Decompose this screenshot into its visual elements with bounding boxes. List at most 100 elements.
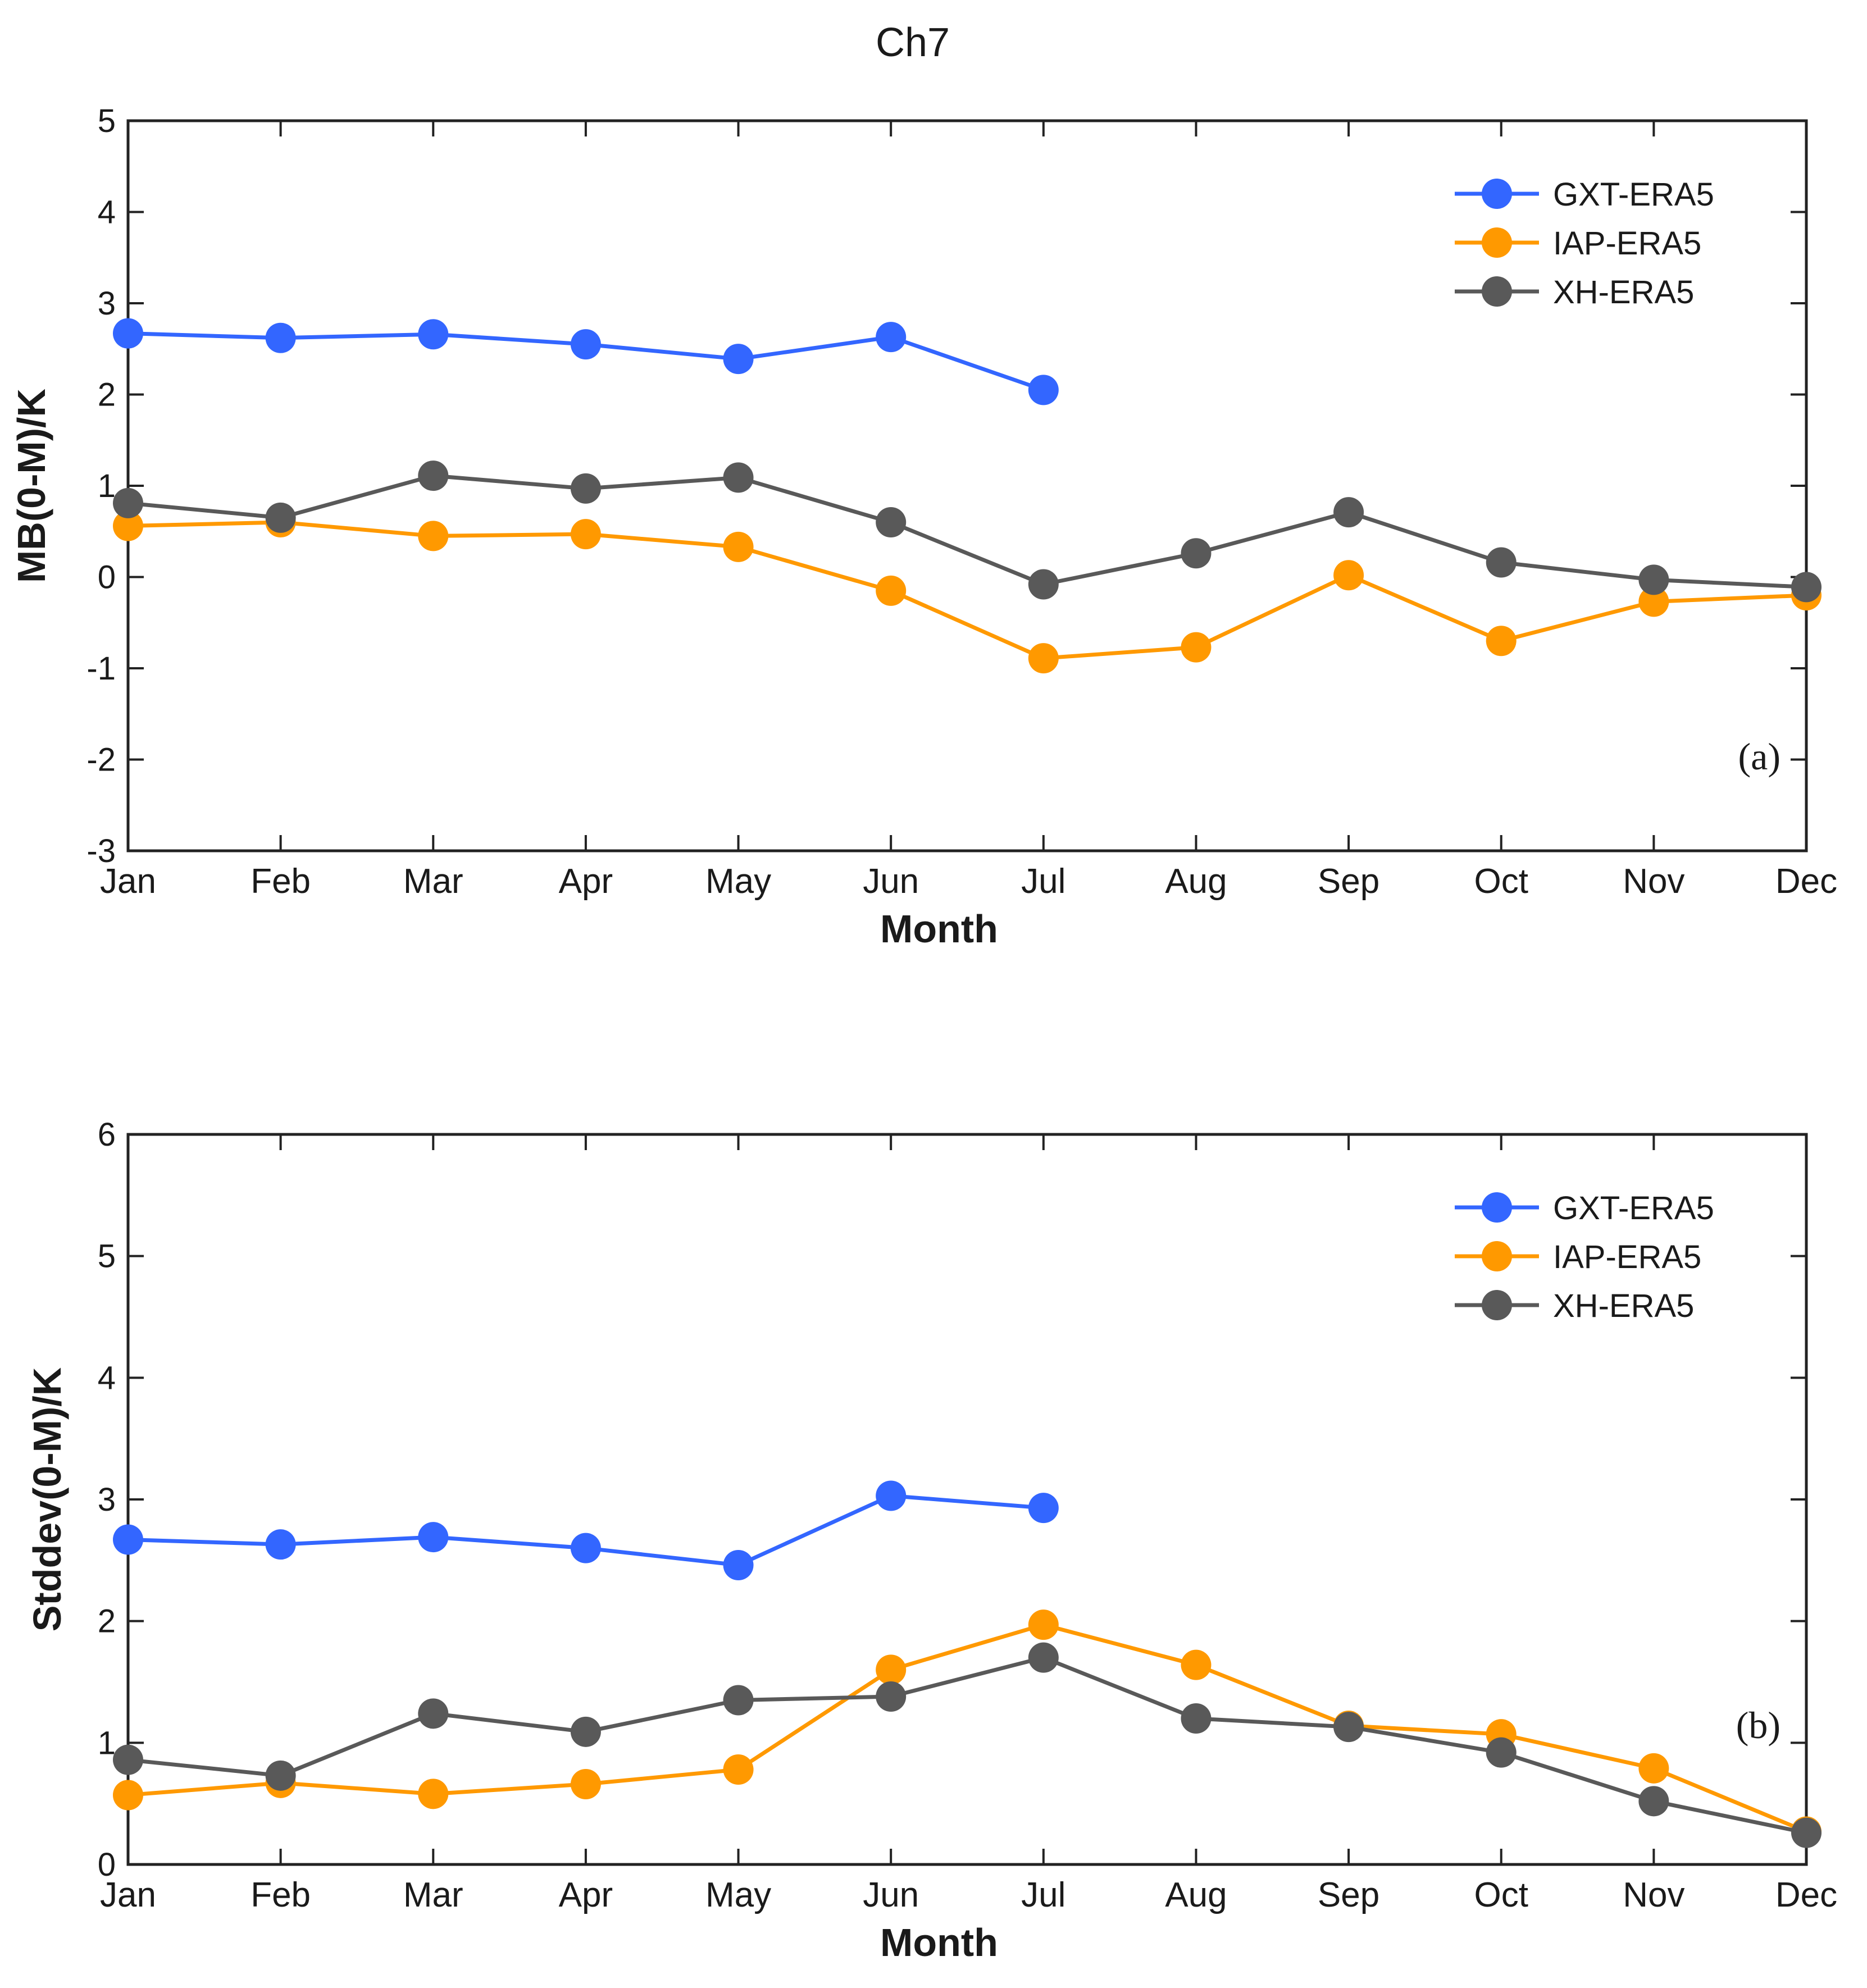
x-tick-label: Aug: [1165, 1876, 1227, 1914]
chart-panel-b: 0 1 2 3 4 5 6 Jan Feb Mar Apr May Jun Jul Aug Sep Oct Nov…: [25, 1116, 1837, 1964]
data-point: [570, 1716, 601, 1747]
y-axis-label: Stddev(0-M)/K: [25, 1367, 69, 1632]
data-point: [570, 519, 601, 550]
x-tick-label: Dec: [1775, 1876, 1837, 1914]
data-point: [876, 1681, 907, 1712]
y-tick-label: 2: [98, 1603, 116, 1640]
series-line: [127, 520, 1807, 660]
x-tick-label: Jun: [863, 1876, 919, 1914]
x-tick-label: Jul: [1021, 1876, 1065, 1914]
x-tick-label: May: [705, 1876, 771, 1914]
data-point: [876, 1480, 907, 1511]
y-tick-label: -3: [86, 833, 116, 869]
chart-panel-a: -3 -2 -1 0 1 2 3 4 5 Jan Feb Mar Apr May Jun Jul Aug Sep O…: [10, 103, 1837, 951]
y-tick-label: 5: [98, 1238, 116, 1275]
x-tick-label: Apr: [559, 862, 613, 901]
y-tick-label: -1: [86, 650, 116, 687]
data-point: [265, 502, 296, 533]
y-tick-label: 2: [98, 377, 116, 413]
x-tick-label: Nov: [1623, 1876, 1684, 1914]
data-point: [418, 1522, 449, 1553]
x-axis-label: Month: [880, 907, 998, 951]
legend-entry: GXT-ERA5: [1553, 1190, 1714, 1226]
legend-marker: [1482, 1290, 1512, 1320]
data-point: [1791, 572, 1822, 603]
data-point: [113, 1744, 143, 1775]
data-point: [113, 1524, 143, 1555]
data-point: [876, 575, 907, 606]
data-point: [1181, 538, 1212, 569]
data-point: [570, 473, 601, 504]
data-point: [1028, 569, 1059, 600]
data-point: [1181, 632, 1212, 663]
data-point: [1181, 1703, 1212, 1734]
data-point: [1791, 1817, 1822, 1848]
data-point: [418, 521, 449, 551]
x-tick-label: Mar: [403, 862, 463, 901]
data-point: [1638, 564, 1669, 595]
series-line: [127, 473, 1807, 589]
data-point: [113, 510, 143, 541]
data-point: [418, 460, 449, 491]
data-point: [723, 1685, 754, 1716]
data-point: [418, 1779, 449, 1809]
y-tick-label: 0: [98, 559, 116, 596]
y-tick-label: 6: [98, 1116, 116, 1153]
y-tick-label: 1: [98, 468, 116, 504]
data-point: [418, 319, 449, 350]
data-point: [1333, 1712, 1364, 1743]
data-point: [876, 322, 907, 353]
legend-entry: IAP-ERA5: [1553, 1239, 1701, 1275]
data-point: [1028, 1609, 1059, 1640]
x-tick-label: Jul: [1021, 862, 1065, 901]
data-point: [1486, 626, 1517, 656]
series-line: [127, 1656, 1807, 1835]
y-tick-label: 0: [98, 1846, 116, 1883]
legend-entry: XH-ERA5: [1553, 274, 1694, 311]
data-point: [570, 1769, 601, 1799]
y-tick-label: 4: [98, 1360, 116, 1396]
x-tick-label: Apr: [559, 1876, 613, 1914]
x-tick-label: Sep: [1318, 1876, 1379, 1914]
data-point: [1638, 586, 1669, 617]
data-point: [418, 1698, 449, 1729]
data-point: [723, 1754, 754, 1785]
legend-entry: GXT-ERA5: [1553, 176, 1714, 213]
legend-marker: [1482, 1192, 1512, 1223]
legend-entry: IAP-ERA5: [1553, 225, 1701, 262]
x-tick-label: Nov: [1623, 862, 1684, 901]
data-point: [723, 344, 754, 375]
x-tick-label: Jun: [863, 862, 919, 901]
data-point: [1028, 643, 1059, 674]
x-tick-label: Feb: [251, 1876, 311, 1914]
y-tick-label: 4: [98, 194, 116, 231]
data-point: [723, 462, 754, 493]
data-point: [723, 531, 754, 562]
x-tick-label: Jan: [100, 862, 156, 901]
data-point: [570, 329, 601, 360]
data-point: [1333, 497, 1364, 528]
legend-marker: [1482, 276, 1512, 307]
data-point: [113, 1780, 143, 1811]
legend-entry: XH-ERA5: [1553, 1288, 1694, 1324]
x-tick-label: Jan: [100, 1876, 156, 1914]
panel-label: (b): [1736, 1704, 1781, 1747]
series-line: [127, 1622, 1807, 1834]
y-tick-label: -2: [86, 742, 116, 778]
data-point: [1486, 547, 1517, 578]
data-point: [1638, 1753, 1669, 1784]
panel-label: (a): [1738, 735, 1781, 778]
x-tick-label: Oct: [1474, 862, 1528, 901]
data-point: [1486, 1737, 1517, 1768]
figure-title: Ch7: [876, 20, 950, 65]
x-tick-label: Sep: [1318, 862, 1379, 901]
x-tick-label: Mar: [403, 1876, 463, 1914]
legend-marker: [1482, 1241, 1512, 1271]
y-tick-label: 3: [98, 1481, 116, 1518]
data-point: [570, 1533, 601, 1563]
data-point: [113, 318, 143, 349]
data-point: [265, 1529, 296, 1560]
x-tick-label: Oct: [1474, 1876, 1528, 1914]
legend-marker: [1482, 179, 1512, 209]
